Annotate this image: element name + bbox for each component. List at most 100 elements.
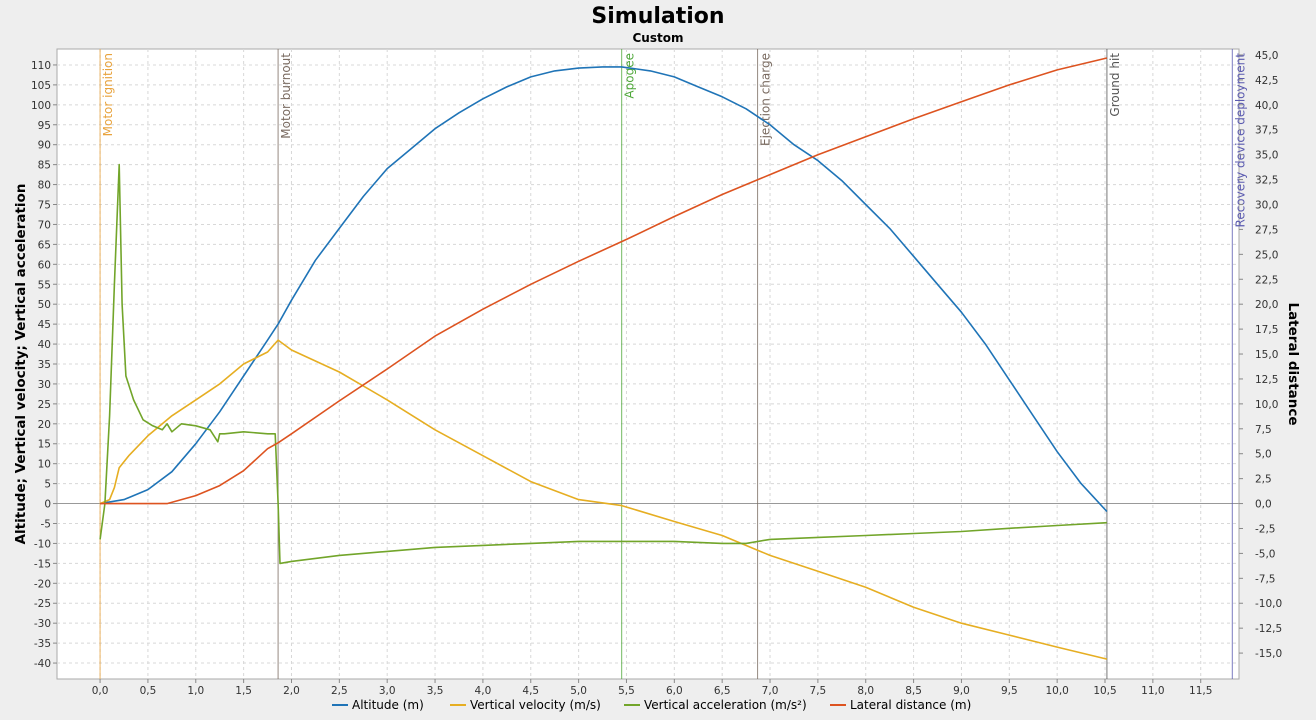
grid-lines	[57, 49, 1239, 679]
x-tick-label: 11,5	[1189, 685, 1212, 697]
y-tick-label: 80	[38, 180, 51, 192]
y2-tick-label: 17,5	[1255, 324, 1278, 336]
y-tick-label: 110	[31, 60, 51, 72]
y-tick-label: -20	[34, 578, 51, 590]
y2-tick-label: -15,0	[1255, 648, 1282, 660]
y-tick-label: 85	[38, 160, 51, 172]
series-line	[99, 66, 1108, 513]
y-tick-label: -5	[41, 518, 51, 530]
y2-tick-label: 5,0	[1255, 449, 1272, 461]
x-tick-label: 9,0	[953, 685, 970, 697]
x-tick-label: 1,5	[235, 685, 252, 697]
y2-tick-label: 0,0	[1255, 499, 1272, 511]
x-tick-label: 5,5	[618, 685, 635, 697]
y-tick-label: 45	[38, 319, 51, 331]
x-tick-label: 7,5	[810, 685, 827, 697]
y-tick-label: -40	[34, 658, 51, 670]
y2-tick-label: 12,5	[1255, 374, 1278, 386]
y-tick-label: 25	[38, 399, 51, 411]
y-tick-label: 20	[38, 419, 51, 431]
y-tick-label: 30	[38, 379, 51, 391]
y-tick-label: -35	[34, 638, 51, 650]
y2-tick-label: 7,5	[1255, 424, 1272, 436]
event-label: Apogee	[623, 53, 637, 99]
series-lines	[99, 57, 1108, 660]
y2-tick-label: 32,5	[1255, 175, 1278, 187]
chart-legend: Altitude (m) Vertical velocity (m/s) Verti…	[332, 698, 971, 712]
y2-tick-label: 2,5	[1255, 474, 1272, 486]
series-line	[99, 163, 1107, 565]
y2-tick-label: -5,0	[1255, 548, 1276, 560]
y-tick-label: 10	[38, 459, 51, 471]
y2-tick-label: 22,5	[1255, 274, 1278, 286]
y-tick-label: 105	[31, 80, 51, 92]
y-tick-label: 40	[38, 339, 51, 351]
y-tick-label: 100	[31, 100, 51, 112]
event-label: Motor ignition	[101, 53, 115, 136]
y2-axis-ticks: -15,0 -12,5 -10,0 -7,5 -5,0 -2,5 0,0 2,5 5,0 7,5 1…	[1239, 50, 1282, 660]
y2-tick-label: 27,5	[1255, 224, 1278, 236]
y-tick-label: 15	[38, 439, 51, 451]
y-tick-label: 50	[38, 299, 51, 311]
y2-tick-label: 40,0	[1255, 100, 1278, 112]
y-tick-label: 90	[38, 140, 51, 152]
legend-item: Vertical acceleration (m/s²)	[644, 698, 807, 712]
x-tick-label: 9,5	[1001, 685, 1018, 697]
y-axis-ticks: -40 -35 -30 -25 -20 -15 -10 -5 0 5 10 15 20 25 30 35 40 4…	[31, 60, 57, 670]
y-tick-label: -25	[34, 598, 51, 610]
y2-tick-label: 45,0	[1255, 50, 1278, 62]
y-tick-label: 70	[38, 219, 51, 231]
x-tick-label: 7,0	[762, 685, 779, 697]
x-tick-label: 10,0	[1045, 685, 1068, 697]
event-label: Ground hit	[1108, 53, 1122, 117]
x-tick-label: 1,0	[187, 685, 204, 697]
y-tick-label: 55	[38, 279, 51, 291]
x-tick-label: 4,5	[522, 685, 539, 697]
event-label: Ejection charge	[759, 53, 773, 146]
y2-tick-label: 42,5	[1255, 75, 1278, 87]
y2-tick-label: 30,0	[1255, 200, 1278, 212]
y2-tick-label: -12,5	[1255, 623, 1282, 635]
y-tick-label: 60	[38, 259, 51, 271]
y-tick-label: 65	[38, 239, 51, 251]
x-tick-label: 6,5	[714, 685, 731, 697]
y-tick-label: 95	[38, 120, 51, 132]
legend-item: Lateral distance (m)	[850, 698, 971, 712]
y2-tick-label: 25,0	[1255, 249, 1278, 261]
y2-tick-label: 35,0	[1255, 150, 1278, 162]
y-tick-label: 0	[44, 499, 51, 511]
y2-tick-label: 37,5	[1255, 125, 1278, 137]
y-tick-label: 75	[38, 200, 51, 212]
series-line	[99, 339, 1108, 660]
event-markers: Motor ignition Motor burnout Apogee Ejectio…	[99, 49, 1247, 679]
y2-tick-label: 10,0	[1255, 399, 1278, 411]
series-line	[100, 57, 1108, 505]
event-label: Recovery device deployment	[1233, 53, 1247, 228]
chart-subtitle: Custom	[633, 31, 684, 45]
y-tick-label: -15	[34, 558, 51, 570]
x-tick-label: 5,0	[570, 685, 587, 697]
y-tick-label: 5	[44, 479, 51, 491]
y2-tick-label: 15,0	[1255, 349, 1278, 361]
x-axis-ticks: 0,0 0,5 1,0 1,5 2,0 2,5 3,0 3,5 4,0 4,5 5,0 5,5 6,0 6…	[92, 679, 1212, 697]
y2-tick-label: -7,5	[1255, 573, 1276, 585]
event-label: Motor burnout	[279, 53, 293, 139]
x-tick-label: 6,0	[666, 685, 683, 697]
y-tick-label: 35	[38, 359, 51, 371]
legend-item: Vertical velocity (m/s)	[470, 698, 601, 712]
x-tick-label: 8,5	[905, 685, 922, 697]
x-tick-label: 8,0	[857, 685, 874, 697]
y2-tick-label: 20,0	[1255, 299, 1278, 311]
x-tick-label: 2,5	[331, 685, 348, 697]
x-tick-label: 10,5	[1093, 685, 1116, 697]
y2-tick-label: -10,0	[1255, 598, 1282, 610]
x-tick-label: 3,0	[379, 685, 396, 697]
y-axis-title: Altitude; Vertical velocity; Vertical ac…	[13, 184, 29, 545]
x-tick-label: 0,0	[92, 685, 109, 697]
x-tick-label: 11,0	[1141, 685, 1164, 697]
y2-tick-label: -2,5	[1255, 523, 1276, 535]
y-tick-label: -10	[34, 538, 51, 550]
x-tick-label: 3,5	[427, 685, 444, 697]
x-tick-label: 2,0	[283, 685, 300, 697]
